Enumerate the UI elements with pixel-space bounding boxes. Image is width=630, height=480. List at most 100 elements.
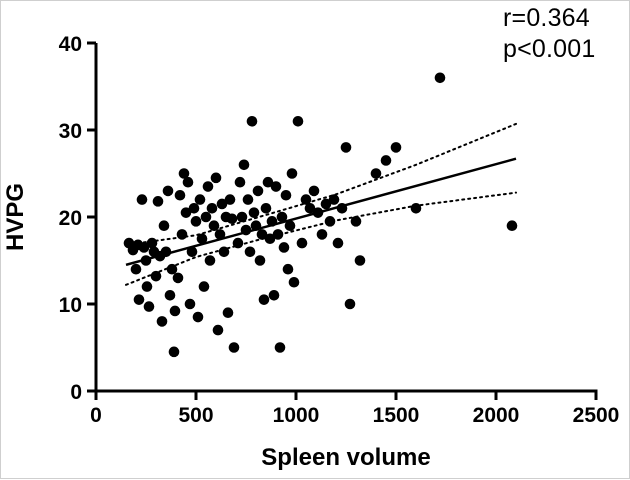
data-point xyxy=(324,216,336,227)
data-point xyxy=(158,220,170,231)
data-point xyxy=(316,229,328,240)
data-point xyxy=(150,270,162,282)
data-point xyxy=(133,294,145,305)
data-point xyxy=(136,194,148,205)
data-point xyxy=(162,185,174,197)
data-point xyxy=(236,211,248,223)
data-point xyxy=(332,237,344,249)
data-point xyxy=(320,198,332,210)
plot-layer: 0 500 1000 1500 2000 2500 0 10 20 30 40 xyxy=(59,33,620,427)
data-point xyxy=(190,216,202,227)
data-point xyxy=(184,298,196,310)
data-point xyxy=(240,224,252,236)
data-point xyxy=(296,237,308,249)
data-point xyxy=(186,246,198,258)
x-tick-label: 2000 xyxy=(473,404,520,427)
y-tick-label: 20 xyxy=(59,207,82,230)
data-point xyxy=(224,194,236,205)
data-point xyxy=(146,237,158,249)
data-point xyxy=(312,207,324,218)
data-point xyxy=(268,290,280,301)
x-tick-label: 0 xyxy=(90,404,102,427)
data-point xyxy=(212,324,224,336)
data-point xyxy=(214,229,226,240)
data-point xyxy=(390,142,402,153)
data-point xyxy=(208,220,220,231)
data-point xyxy=(210,172,222,184)
data-point xyxy=(344,298,356,310)
data-point xyxy=(434,72,446,84)
data-point xyxy=(252,185,264,197)
ci-lower-line xyxy=(125,191,517,286)
data-point xyxy=(300,194,312,205)
data-point xyxy=(204,255,216,266)
data-point xyxy=(336,203,348,214)
x-axis-title: Spleen volume xyxy=(261,444,430,471)
data-point xyxy=(280,189,292,201)
ci-upper-line xyxy=(125,122,517,246)
y-tick-label: 0 xyxy=(70,381,82,404)
data-point xyxy=(506,220,518,231)
y-tick-label: 30 xyxy=(59,120,82,143)
data-point xyxy=(138,242,150,253)
x-tick-label: 1500 xyxy=(373,404,420,427)
data-point xyxy=(284,220,296,231)
data-point xyxy=(304,203,316,214)
data-point xyxy=(244,246,256,258)
y-tick-label: 10 xyxy=(59,294,82,317)
data-point xyxy=(226,213,238,225)
data-point xyxy=(328,194,340,205)
data-point xyxy=(188,203,200,214)
data-point xyxy=(160,246,172,258)
x-tick-label: 1000 xyxy=(273,404,320,427)
data-point xyxy=(192,311,204,323)
data-point xyxy=(340,142,352,153)
data-point xyxy=(370,168,382,179)
data-point xyxy=(200,211,212,223)
data-point xyxy=(194,194,206,205)
data-point xyxy=(178,168,190,179)
data-point xyxy=(234,176,246,188)
data-point xyxy=(282,263,294,275)
data-point xyxy=(350,216,362,227)
data-point xyxy=(288,276,300,288)
x-tick-label: 500 xyxy=(178,404,213,427)
correlation-annotation: r=0.364 p<0.001 xyxy=(503,3,595,64)
data-point xyxy=(262,176,274,188)
data-point xyxy=(380,155,392,166)
data-point xyxy=(182,176,194,188)
data-point xyxy=(276,211,288,223)
data-point xyxy=(166,263,178,275)
data-point xyxy=(152,196,164,207)
x-tick-label: 2500 xyxy=(573,404,620,427)
data-point xyxy=(242,194,254,205)
data-point xyxy=(206,203,218,214)
data-point xyxy=(238,159,250,171)
data-point xyxy=(198,281,210,292)
data-point xyxy=(354,255,366,266)
data-point xyxy=(228,342,240,353)
data-point xyxy=(254,255,266,266)
data-point xyxy=(248,207,260,218)
data-point xyxy=(169,305,181,317)
data-point xyxy=(196,233,208,245)
data-point xyxy=(174,189,186,201)
r-value: r=0.364 xyxy=(503,4,590,32)
data-point xyxy=(272,229,284,240)
data-point xyxy=(232,237,244,249)
data-point xyxy=(410,203,422,214)
data-point xyxy=(180,207,192,218)
data-point xyxy=(270,181,282,192)
data-point xyxy=(264,233,276,245)
data-point xyxy=(274,342,286,353)
data-point xyxy=(250,220,262,231)
data-point xyxy=(286,168,298,179)
p-value: p<0.001 xyxy=(503,34,596,63)
data-point xyxy=(292,116,304,127)
data-point xyxy=(218,246,230,258)
data-point xyxy=(216,198,228,210)
data-point xyxy=(130,263,142,275)
y-tick-label: 40 xyxy=(59,33,82,56)
data-point xyxy=(246,116,258,127)
